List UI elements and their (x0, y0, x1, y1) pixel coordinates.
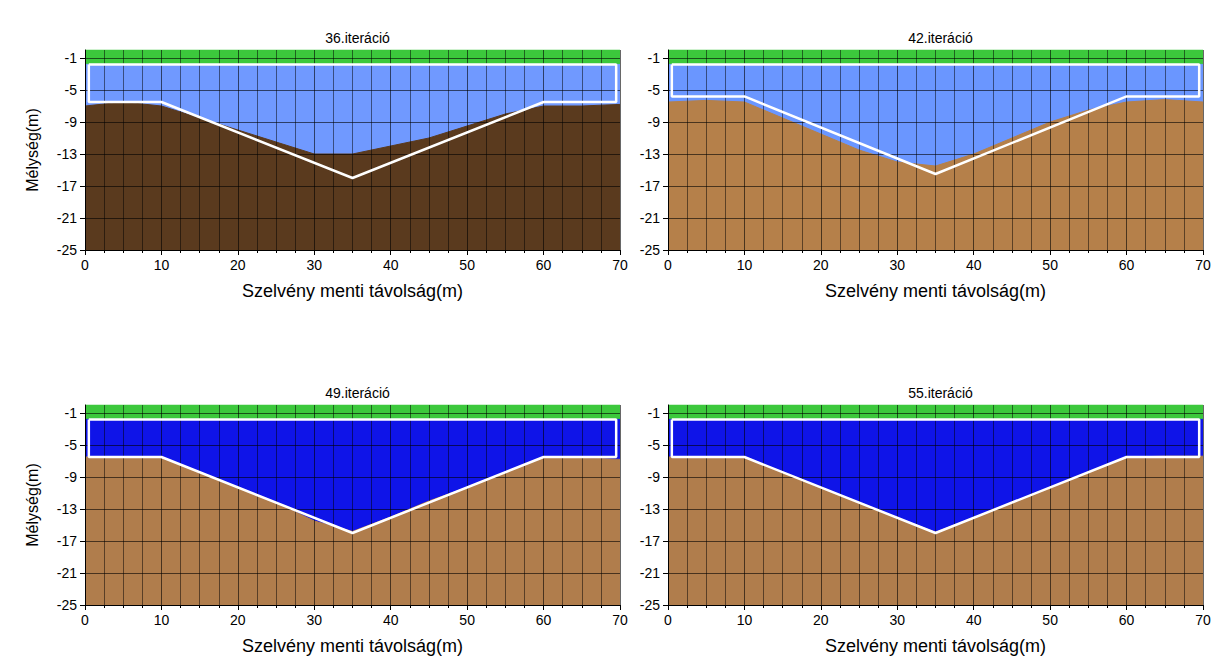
svg-text:50: 50 (1042, 257, 1058, 273)
svg-text:-5: -5 (648, 82, 661, 98)
svg-text:-21: -21 (57, 210, 77, 226)
svg-text:30: 30 (889, 612, 905, 628)
svg-text:70: 70 (1195, 257, 1211, 273)
svg-text:Szelvény menti távolság(m): Szelvény menti távolság(m) (242, 281, 463, 301)
svg-text:-1: -1 (65, 405, 78, 421)
svg-text:0: 0 (664, 612, 672, 628)
svg-text:-1: -1 (65, 50, 78, 66)
svg-text:-21: -21 (640, 565, 660, 581)
svg-text:-5: -5 (65, 82, 78, 98)
svg-text:30: 30 (889, 257, 905, 273)
svg-text:70: 70 (612, 612, 628, 628)
svg-text:49.iteráció: 49.iteráció (325, 385, 390, 401)
svg-text:-9: -9 (65, 114, 78, 130)
svg-text:50: 50 (459, 257, 475, 273)
svg-text:-17: -17 (57, 533, 77, 549)
svg-text:-17: -17 (57, 178, 77, 194)
svg-text:0: 0 (664, 257, 672, 273)
svg-text:-21: -21 (57, 565, 77, 581)
svg-text:0: 0 (81, 612, 89, 628)
svg-text:40: 40 (383, 612, 399, 628)
svg-text:30: 30 (306, 612, 322, 628)
svg-text:10: 10 (154, 257, 170, 273)
svg-text:70: 70 (1195, 612, 1211, 628)
svg-text:-9: -9 (648, 469, 661, 485)
svg-text:Mélység(m): Mélység(m) (24, 108, 41, 192)
svg-text:60: 60 (536, 257, 552, 273)
svg-text:-25: -25 (57, 597, 77, 613)
svg-text:40: 40 (966, 257, 982, 273)
svg-text:-9: -9 (65, 469, 78, 485)
svg-text:55.iteráció: 55.iteráció (908, 385, 973, 401)
svg-text:40: 40 (383, 257, 399, 273)
svg-text:-1: -1 (648, 405, 661, 421)
svg-text:20: 20 (230, 257, 246, 273)
svg-text:60: 60 (1119, 257, 1135, 273)
svg-text:-1: -1 (648, 50, 661, 66)
svg-text:30: 30 (306, 257, 322, 273)
svg-text:-25: -25 (640, 597, 660, 613)
svg-text:36.iteráció: 36.iteráció (325, 30, 390, 46)
svg-text:60: 60 (536, 612, 552, 628)
svg-text:40: 40 (966, 612, 982, 628)
svg-text:20: 20 (813, 612, 829, 628)
svg-text:-13: -13 (57, 501, 77, 517)
svg-text:10: 10 (737, 257, 753, 273)
svg-text:Szelvény menti távolság(m): Szelvény menti távolság(m) (242, 636, 463, 656)
svg-text:Szelvény menti távolság(m): Szelvény menti távolság(m) (825, 281, 1046, 301)
svg-text:Szelvény menti távolság(m): Szelvény menti távolság(m) (825, 636, 1046, 656)
svg-text:-13: -13 (640, 146, 660, 162)
svg-text:-9: -9 (648, 114, 661, 130)
svg-text:-17: -17 (640, 533, 660, 549)
svg-text:-13: -13 (640, 501, 660, 517)
svg-text:-5: -5 (65, 437, 78, 453)
svg-text:Mélység(m): Mélység(m) (24, 463, 41, 547)
svg-text:-25: -25 (640, 242, 660, 258)
svg-text:10: 10 (154, 612, 170, 628)
svg-text:20: 20 (230, 612, 246, 628)
svg-text:50: 50 (1042, 612, 1058, 628)
svg-text:10: 10 (737, 612, 753, 628)
svg-text:70: 70 (612, 257, 628, 273)
svg-text:60: 60 (1119, 612, 1135, 628)
svg-text:20: 20 (813, 257, 829, 273)
svg-text:0: 0 (81, 257, 89, 273)
svg-text:42.iteráció: 42.iteráció (908, 30, 973, 46)
svg-text:50: 50 (459, 612, 475, 628)
svg-text:-25: -25 (57, 242, 77, 258)
svg-text:-5: -5 (648, 437, 661, 453)
svg-text:-13: -13 (57, 146, 77, 162)
svg-text:-17: -17 (640, 178, 660, 194)
svg-text:-21: -21 (640, 210, 660, 226)
